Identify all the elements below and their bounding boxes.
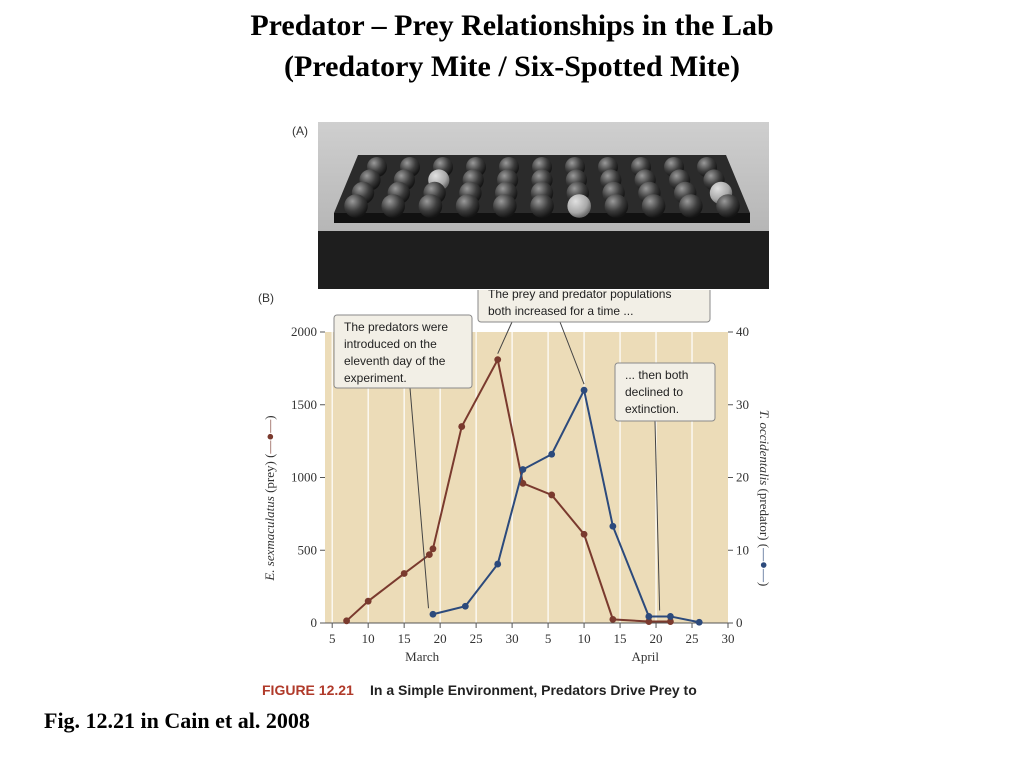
x-tick-label: 5 <box>545 631 552 646</box>
x-tick-label: 10 <box>578 631 591 646</box>
predator-prey-chart: (B) 5 10 15 20 25 30 5 10 15 20 25 30 March April 0 500… <box>258 290 772 698</box>
orange <box>716 194 740 218</box>
orange-grid <box>344 157 740 218</box>
predator-point <box>667 613 674 620</box>
prey-point <box>429 545 437 553</box>
callout-text: ... then both <box>625 368 688 382</box>
prey-point <box>343 617 350 625</box>
orange <box>567 194 591 218</box>
left-tick-label: 500 <box>298 542 318 557</box>
left-tick-label: 1500 <box>291 397 317 412</box>
right-tick-label: 30 <box>736 397 749 412</box>
slide-title-line2: (Predatory Mite / Six-Spotted Mite) <box>284 50 740 83</box>
axes: 5 10 15 20 25 30 5 10 15 20 25 30 March April 0 500 1000… <box>291 324 749 664</box>
slide-caption: Fig. 12.21 in Cain et al. 2008 <box>44 708 310 733</box>
callout-text: declined to <box>625 385 683 399</box>
left-tick-label: 0 <box>311 615 318 630</box>
left-tick-label: 1000 <box>291 470 317 485</box>
tray-edge <box>334 213 750 223</box>
predator-point <box>580 386 588 394</box>
predator-point <box>429 610 437 618</box>
right-axis-unit: (predator) ( <box>757 485 772 548</box>
right-tick-label: 20 <box>736 470 749 485</box>
callout-text: The predators were <box>344 320 448 334</box>
prey-point <box>458 423 466 430</box>
right-tick-label: 10 <box>736 542 749 557</box>
predator-point <box>519 466 527 473</box>
predator-point <box>548 450 556 458</box>
orange <box>530 194 554 218</box>
orange <box>641 194 666 218</box>
panel-b-label: (B) <box>258 291 274 305</box>
orange <box>455 194 480 218</box>
prey-point <box>364 597 372 605</box>
x-tick-label: 15 <box>398 631 411 646</box>
callout-text: introduced on the <box>344 337 437 351</box>
right-axis-label: T. occidentalis (predator) (—●—) <box>757 410 772 587</box>
callout-text: both increased for a time ... <box>488 304 633 318</box>
orange <box>381 194 405 218</box>
month-label: March <box>405 649 439 664</box>
callout-pointer <box>654 420 661 611</box>
predator-point <box>645 613 653 620</box>
prey-point <box>609 615 617 623</box>
x-tick-label: 20 <box>650 631 663 646</box>
predator-point <box>494 560 502 568</box>
predator-line <box>432 387 700 624</box>
x-tick-label: 20 <box>434 631 447 646</box>
callout-pointer <box>497 321 513 354</box>
prey-point <box>645 618 653 625</box>
orange-tray-photo: (A) <box>292 122 769 289</box>
callout-both-increased <box>477 290 711 323</box>
tray-shadow <box>318 231 769 289</box>
right-axis-species: T. occidentalis <box>757 410 772 486</box>
left-tick-label: 2000 <box>291 324 317 339</box>
x-tick-label: 10 <box>362 631 375 646</box>
callout-text: The prey and predator populations <box>488 290 671 301</box>
callout-text: eleventh day of the <box>344 354 446 368</box>
callout-text: experiment. <box>344 371 407 385</box>
prey-point <box>519 479 527 487</box>
right-tick-label: 40 <box>736 324 749 339</box>
orange <box>344 194 368 218</box>
x-tick-label: 30 <box>506 631 519 646</box>
x-tick-label: 5 <box>329 631 336 646</box>
prey-point <box>494 356 502 364</box>
orange <box>604 194 629 218</box>
orange <box>493 194 517 218</box>
orange <box>418 194 443 218</box>
prey-point <box>548 491 556 499</box>
callout-text: extinction. <box>625 402 679 416</box>
prey-point <box>400 570 408 577</box>
x-tick-label: 25 <box>686 631 699 646</box>
data-series <box>343 356 703 626</box>
predator-point <box>461 602 469 610</box>
slide-title-line1: Predator – Prey Relationships in the Lab <box>250 9 774 42</box>
annotation-callouts: The predators were introduced on the eleve… <box>333 290 716 611</box>
prey-point <box>580 530 588 538</box>
predator-point <box>695 618 703 626</box>
prey-point <box>667 618 674 625</box>
figure-title: In a Simple Environment, Predators Drive… <box>370 682 697 698</box>
prey-point <box>425 551 433 559</box>
left-axis-unit: (prey) ( <box>262 454 277 497</box>
left-axis-species: E. sexmaculatus <box>262 496 277 581</box>
panel-a-label: (A) <box>292 124 308 138</box>
callout-predators-introduced <box>333 314 473 389</box>
x-tick-label: 15 <box>614 631 627 646</box>
figure-number: FIGURE 12.21 <box>262 682 354 698</box>
x-tick-label: 25 <box>470 631 483 646</box>
callout-pointer <box>559 321 585 385</box>
month-label: April <box>632 649 660 664</box>
orange <box>679 194 703 218</box>
x-tick-label: 30 <box>722 631 735 646</box>
callout-pointer <box>409 387 430 609</box>
predator-point <box>609 522 617 530</box>
right-tick-label: 0 <box>736 615 743 630</box>
callout-both-declined <box>614 362 716 422</box>
left-axis-label: E. sexmaculatus (prey) (—●—) <box>262 415 277 581</box>
